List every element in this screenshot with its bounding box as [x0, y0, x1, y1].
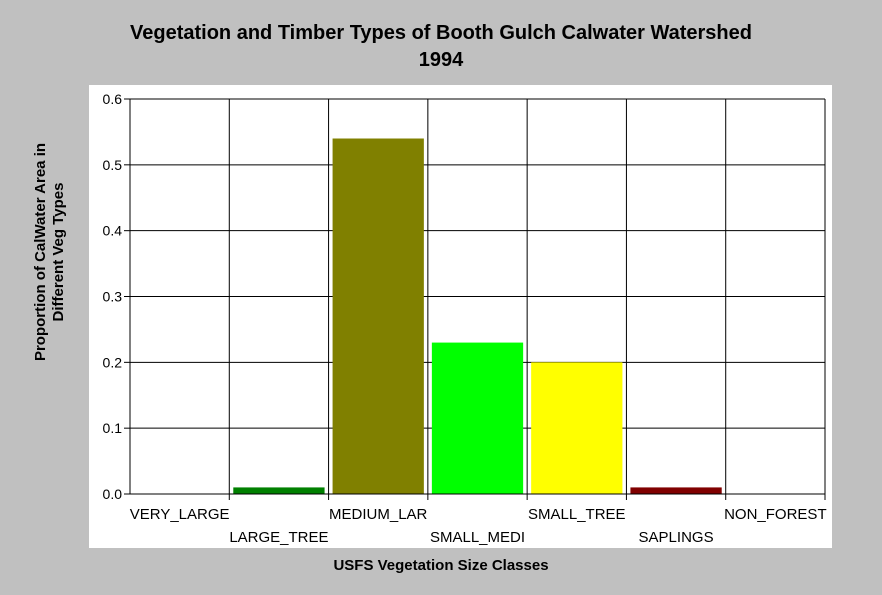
y-tick-label: 0.3: [103, 289, 123, 305]
bar-saplings: [630, 487, 722, 494]
x-tick-label: SMALL_MEDI: [430, 529, 525, 546]
y-axis-label: Proportion of CalWater Area in Different…: [32, 102, 68, 402]
y-tick-label: 0.1: [103, 420, 123, 436]
x-tick-label: SAPLINGS: [639, 529, 714, 546]
y-tick-label: 0.2: [103, 354, 123, 370]
y-axis-label-line1: Proportion of CalWater Area in: [32, 142, 49, 362]
y-tick-label: 0.6: [103, 91, 123, 107]
x-tick-label: VERY_LARGE: [130, 506, 230, 523]
x-tick-label: SMALL_TREE: [528, 506, 626, 523]
bar-large-tree: [233, 487, 325, 494]
chart-subtitle: 1994: [418, 49, 464, 71]
x-tick-label: NON_FOREST: [724, 506, 827, 523]
bar-small-tree: [531, 362, 623, 494]
y-tick-label: 0.0: [103, 486, 123, 502]
chart-title: Vegetation and Timber Types of Booth Gul…: [130, 22, 752, 44]
bar-medium-lar: [332, 138, 424, 494]
x-tick-label: MEDIUM_LAR: [329, 506, 428, 523]
y-tick-label: 0.4: [103, 223, 123, 239]
x-tick-label: LARGE_TREE: [229, 529, 328, 546]
y-tick-label: 0.5: [103, 157, 123, 173]
x-axis-label: USFS Vegetation Size Classes: [333, 557, 549, 574]
y-axis-label-line2: Different Veg Types: [50, 182, 67, 322]
bar-small-medi: [431, 342, 524, 494]
